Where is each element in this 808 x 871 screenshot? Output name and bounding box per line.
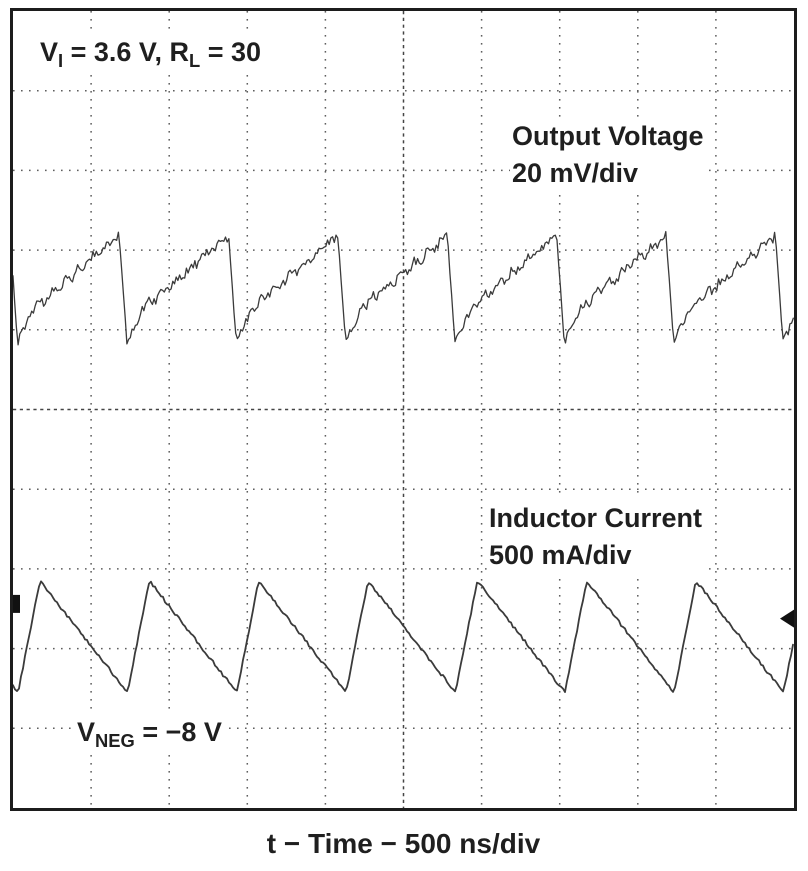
vi-symbol: V xyxy=(40,37,59,67)
inductor-current-label-line2: 500 mA/div xyxy=(489,540,632,571)
output-voltage-label-line1: Output Voltage xyxy=(512,121,704,151)
inductor-current-label-line1: Inductor Current xyxy=(489,503,702,533)
channel-ground-marker-icon xyxy=(13,594,20,613)
rl-value: = 30 xyxy=(200,37,261,67)
output-voltage-label: Output Voltage 20 mV/div xyxy=(510,117,710,194)
scope-plot-area xyxy=(13,11,794,808)
input-conditions-label: VI = 3.6 V, RL = 30 xyxy=(38,33,267,73)
inductor-current-trace xyxy=(13,580,794,693)
rl-subscript: L xyxy=(188,49,201,71)
vneg-subscript: NEG xyxy=(95,729,135,751)
vneg-conditions-label: VNEG = −8 V xyxy=(75,713,228,753)
time-axis-label: t − Time − 500 ns/div xyxy=(266,828,541,859)
trigger-level-arrow-icon xyxy=(780,609,794,628)
scope-graticule: VI = 3.6 V, RL = 30 Output Voltage 20 mV… xyxy=(10,8,797,811)
vneg-value: = −8 V xyxy=(134,717,222,747)
vneg-symbol: V xyxy=(77,717,96,747)
vi-subscript: I xyxy=(58,49,64,71)
vi-value: = 3.6 V, R xyxy=(63,37,189,67)
inductor-current-label: Inductor Current 500 mA/div xyxy=(487,499,708,576)
output-voltage-label-line2: 20 mV/div xyxy=(512,158,639,189)
output-voltage-trace xyxy=(13,230,794,346)
